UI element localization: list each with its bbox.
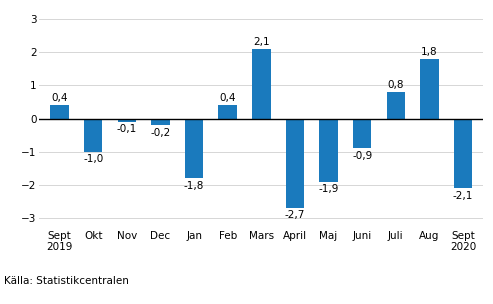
Bar <box>420 59 439 119</box>
Bar <box>50 105 69 119</box>
Bar <box>353 119 371 148</box>
Bar <box>118 119 136 122</box>
Bar <box>387 92 405 119</box>
Text: -0,1: -0,1 <box>117 124 137 134</box>
Bar <box>454 119 472 188</box>
Text: -2,1: -2,1 <box>453 191 473 201</box>
Text: 0,8: 0,8 <box>387 80 404 90</box>
Bar <box>151 119 170 125</box>
Text: 2,1: 2,1 <box>253 36 270 47</box>
Text: -1,8: -1,8 <box>184 181 204 191</box>
Text: -2,7: -2,7 <box>285 210 305 220</box>
Text: -1,0: -1,0 <box>83 154 104 164</box>
Text: 0,4: 0,4 <box>51 93 68 103</box>
Text: 0,4: 0,4 <box>219 93 236 103</box>
Bar <box>252 49 271 119</box>
Text: Källa: Statistikcentralen: Källa: Statistikcentralen <box>4 276 129 286</box>
Bar <box>285 119 304 208</box>
Bar <box>218 105 237 119</box>
Bar <box>319 119 338 181</box>
Bar <box>84 119 103 152</box>
Text: -0,2: -0,2 <box>150 127 171 137</box>
Text: -1,9: -1,9 <box>318 184 339 194</box>
Text: 1,8: 1,8 <box>421 47 438 57</box>
Bar <box>185 119 203 178</box>
Text: -0,9: -0,9 <box>352 151 372 161</box>
